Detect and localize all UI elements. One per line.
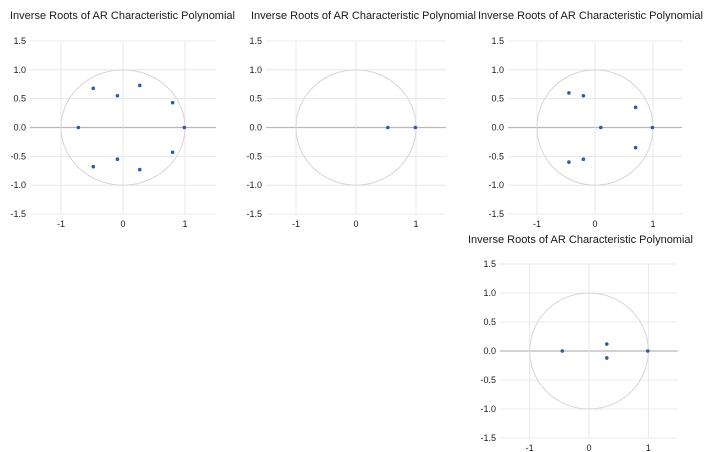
x-tick-label: 1 <box>413 219 418 229</box>
y-tick-label: 1.0 <box>483 288 496 298</box>
chart-title: Inverse Roots of AR Characteristic Polyn… <box>10 10 235 22</box>
data-point <box>137 167 142 172</box>
y-tick-label: 0.0 <box>249 123 262 133</box>
data-point <box>645 349 650 353</box>
data-point <box>170 150 175 155</box>
y-tick-label: -0.5 <box>246 151 262 161</box>
x-tick-label: 1 <box>182 219 187 229</box>
y-tick-label: 1.0 <box>249 65 262 75</box>
y-tick-label: -1.0 <box>488 180 504 190</box>
y-tick-label: 0.0 <box>491 123 504 133</box>
y-tick-label: -0.5 <box>488 151 504 161</box>
data-point <box>633 145 638 150</box>
data-point <box>170 100 175 105</box>
chart-panel-3: Inverse Roots of AR Characteristic Polyn… <box>478 10 703 229</box>
data-point <box>633 105 638 110</box>
data-point <box>599 125 603 130</box>
y-tick-label: -0.5 <box>480 375 496 385</box>
x-tick-label: 0 <box>592 219 597 229</box>
y-tick-label: -1.0 <box>480 404 496 414</box>
y-tick-label: 1.0 <box>491 65 504 75</box>
x-tick-label: 1 <box>650 219 655 229</box>
chart-panel-1: Inverse Roots of AR Characteristic Polyn… <box>0 0 240 240</box>
x-tick-label: -1 <box>533 219 541 229</box>
y-tick-label: -0.5 <box>10 151 26 161</box>
y-tick-label: 1.0 <box>13 65 26 75</box>
x-tick-label: 0 <box>120 219 125 229</box>
x-tick-label: 1 <box>646 443 651 452</box>
data-point <box>605 342 609 346</box>
data-point <box>413 125 418 130</box>
y-tick-label: 1.5 <box>491 36 504 46</box>
y-tick-label: 0.5 <box>491 94 504 104</box>
x-tick-label: -1 <box>526 443 534 452</box>
y-tick-label: 0.5 <box>249 94 262 104</box>
x-tick-label: 0 <box>353 219 358 229</box>
x-tick-label: -1 <box>292 219 300 229</box>
data-point <box>115 157 120 162</box>
y-tick-label: 1.5 <box>483 259 496 269</box>
chart-plot: 1.5 1.0 0.5 0.0 -0.5 -1.0 -1.5 -1 0 1 <box>488 36 682 229</box>
y-tick-label: 1.5 <box>249 36 262 46</box>
chart-title: Inverse Roots of AR Characteristic Polyn… <box>251 10 476 22</box>
x-tick-label: 0 <box>586 443 591 452</box>
chart-plot: 1.5 1.0 0.5 0.0 -0.5 -1.0 -1.5 -1 0 1 <box>10 36 216 229</box>
y-tick-label: 0.5 <box>483 317 496 327</box>
data-point <box>605 356 609 360</box>
chart-title: Inverse Roots of AR Characteristic Polyn… <box>478 10 703 22</box>
chart-title: Inverse Roots of AR Characteristic Polyn… <box>468 234 693 246</box>
y-tick-label: -1.0 <box>246 180 262 190</box>
data-point <box>560 349 565 353</box>
data-point <box>567 160 571 164</box>
y-tick-label: -1.5 <box>480 433 496 443</box>
data-point <box>581 93 586 98</box>
y-tick-label: 0.0 <box>483 346 496 356</box>
y-tick-label: 0.0 <box>13 123 26 133</box>
chart-plot: 1.5 1.0 0.5 0.0 -0.5 -1.0 -1.5 -1 0 1 <box>246 36 446 229</box>
data-point <box>567 91 571 95</box>
data-point <box>581 157 586 162</box>
data-point <box>386 125 390 130</box>
data-point <box>91 86 96 91</box>
y-tick-label: 1.5 <box>13 36 26 46</box>
data-point <box>76 125 81 130</box>
y-tick-label: 0.5 <box>13 94 26 104</box>
chart-panel-2: Inverse Roots of AR Characteristic Polyn… <box>0 0 480 240</box>
x-tick-label: -1 <box>57 219 65 229</box>
data-point <box>137 83 142 88</box>
y-tick-label: -1.5 <box>246 209 262 219</box>
data-point <box>115 93 120 98</box>
y-tick-label: -1.5 <box>488 209 504 219</box>
data-point <box>91 164 96 169</box>
y-tick-label: -1.5 <box>10 209 26 219</box>
data-point <box>182 125 187 130</box>
data-point <box>650 125 655 130</box>
y-tick-label: -1.0 <box>10 180 26 190</box>
